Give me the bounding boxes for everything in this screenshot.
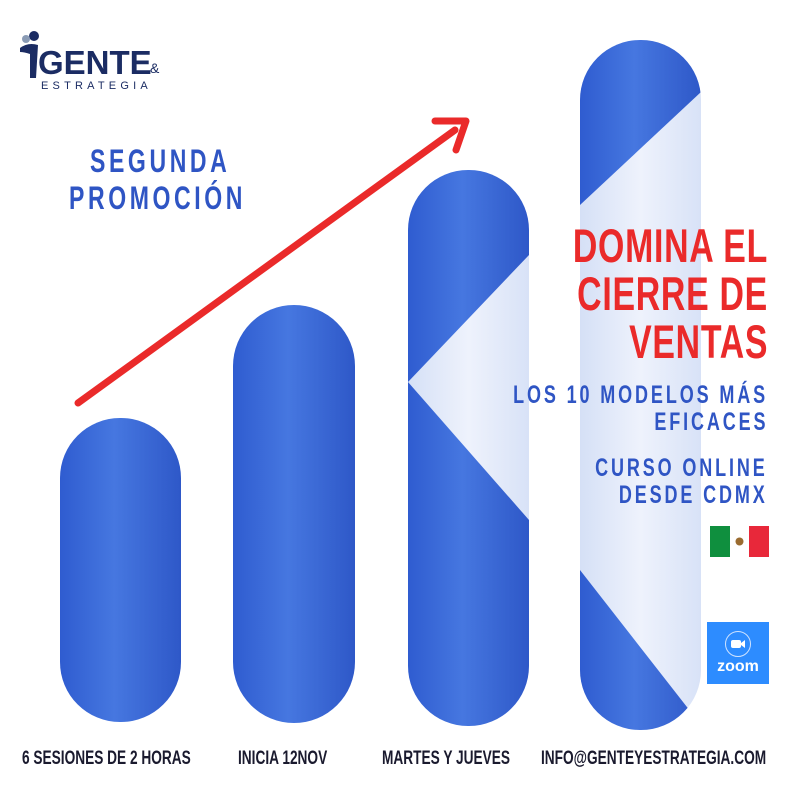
bar-1 <box>60 418 181 722</box>
label-start-date: INICIA 12NOV <box>238 748 328 769</box>
promo-line-2: PROMOCIÓN <box>69 180 247 216</box>
headline-line-1: DOMINA EL <box>572 219 768 272</box>
people-logo-icon <box>20 31 39 78</box>
logo-amp: & <box>150 60 160 76</box>
label-days: MARTES Y JUEVES <box>382 748 510 769</box>
label-sessions: 6 SESIONES DE 2 HORAS <box>22 748 191 769</box>
course-info: CURSO ONLINE DESDE CDMX <box>528 455 768 509</box>
subtitle-line-2: EFICACES <box>653 408 768 436</box>
bar-2 <box>233 305 355 723</box>
logo-gente-text: GENTE <box>38 44 152 81</box>
zoom-label: zoom <box>717 658 759 675</box>
subtitle-line-1: LOS 10 MODELOS MÁS <box>513 381 768 409</box>
course-line-2: DESDE CDMX <box>619 481 768 509</box>
bar-3 <box>408 170 529 726</box>
video-camera-icon <box>725 631 751 657</box>
headline: DOMINA EL CIERRE DE VENTAS <box>497 222 768 366</box>
promo-line-1: SEGUNDA <box>90 143 231 179</box>
course-line-1: CURSO ONLINE <box>595 454 768 482</box>
subtitle: LOS 10 MODELOS MÁS EFICACES <box>414 382 768 436</box>
mexico-flag-icon <box>710 526 769 557</box>
logo-estrategia-text: ESTRATEGIA <box>41 80 152 92</box>
contact-email[interactable]: INFO@GENTEYESTRATEGIA.COM <box>541 748 767 769</box>
bar-4 <box>580 40 701 730</box>
growth-arrow <box>74 117 470 407</box>
headline-line-2: CIERRE DE <box>577 267 768 320</box>
headline-line-3: VENTAS <box>628 315 768 368</box>
zoom-badge: zoom <box>707 622 769 684</box>
